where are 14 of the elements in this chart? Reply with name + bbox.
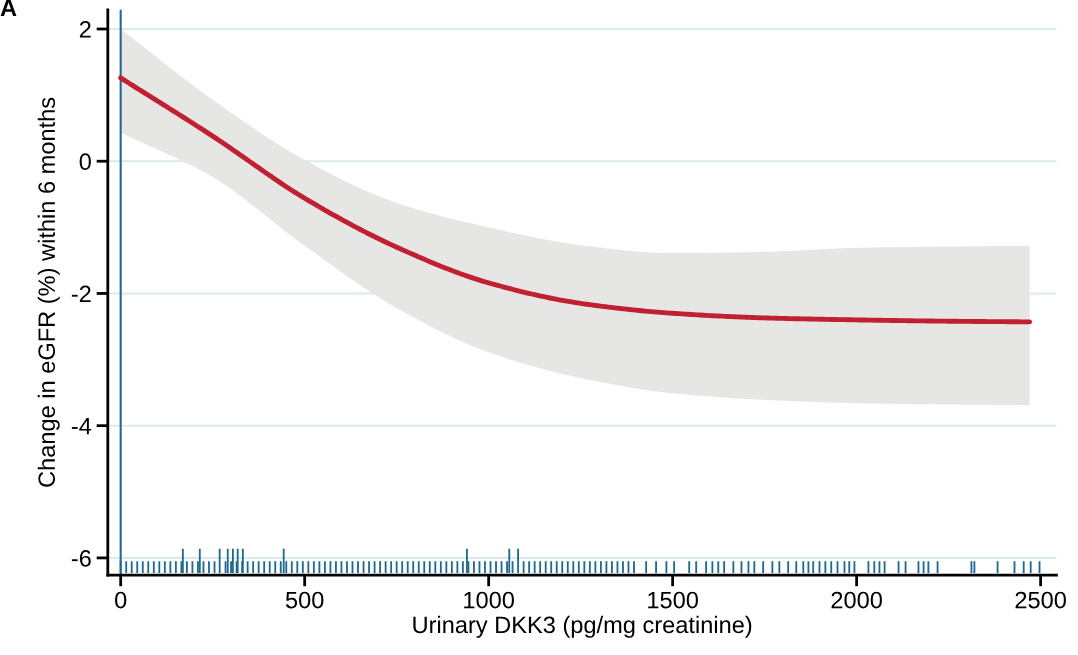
x-tick-label: 0 <box>115 591 127 609</box>
x-tick-label: 2500 <box>1015 591 1066 609</box>
y-tick-label: -6 <box>71 549 91 567</box>
x-axis-title: Urinary DKK3 (pg/mg creatinine) <box>413 615 752 638</box>
x-tick-label: 2000 <box>831 591 882 609</box>
text: A <box>0 0 17 16</box>
x-tick-label: 500 <box>285 591 324 609</box>
y-tick-label: -4 <box>71 417 92 435</box>
x-tick-label: 1500 <box>648 591 698 609</box>
y-tick-label: 2 <box>79 21 91 38</box>
y-axis-title: Change in eGFR (%) within 6 months <box>37 97 60 487</box>
y-tick-label: 0 <box>79 153 91 171</box>
y-tick-label: -2 <box>71 285 91 302</box>
x-tick-label: 1000 <box>464 591 514 609</box>
